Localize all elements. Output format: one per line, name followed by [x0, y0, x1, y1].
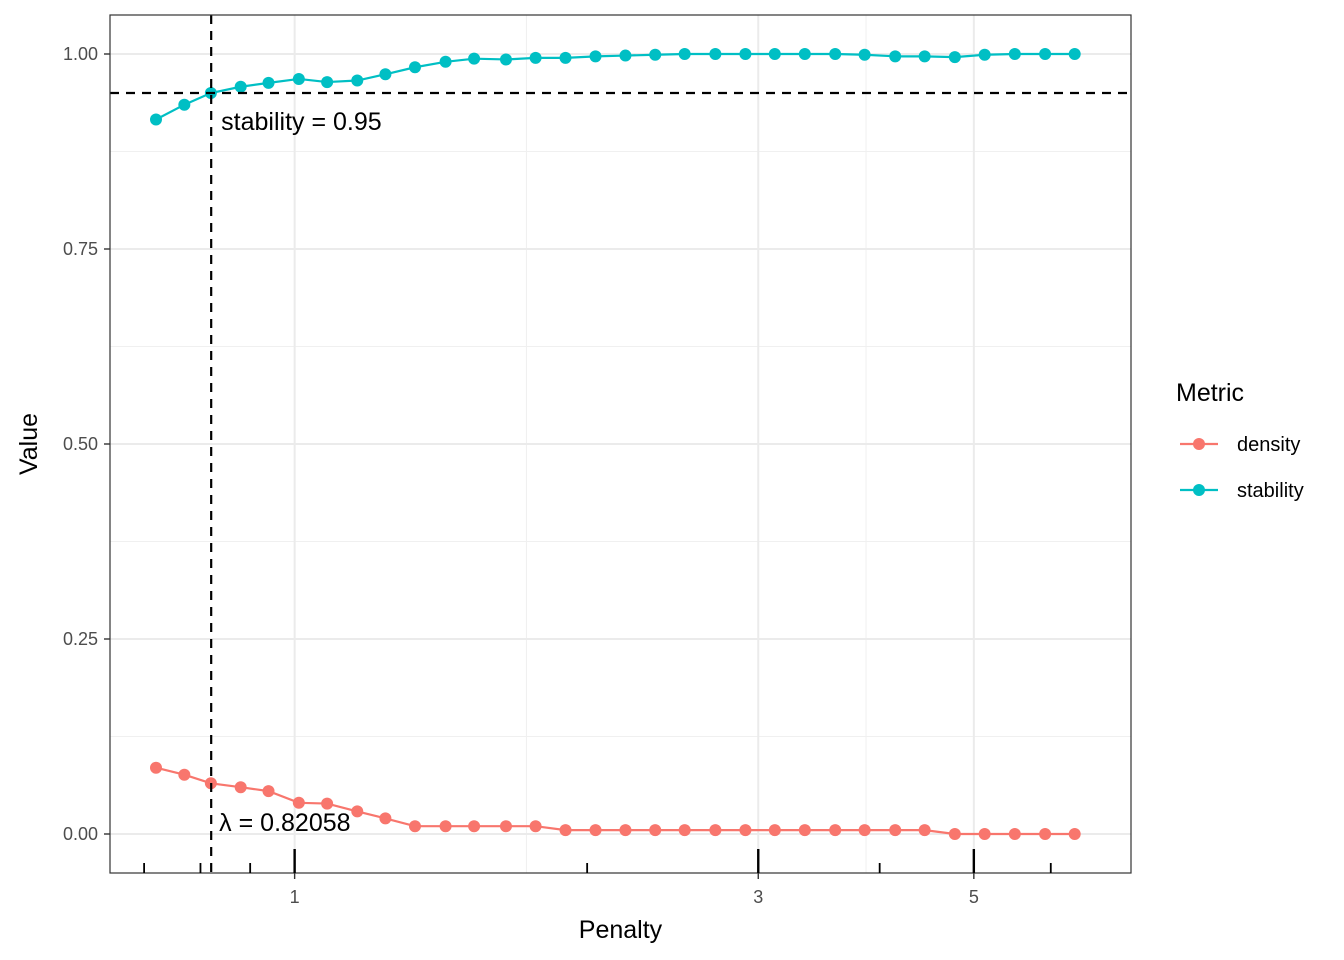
stability-point [1068, 48, 1081, 60]
stability-point [1039, 48, 1052, 60]
series-layer [150, 48, 1081, 840]
stability-point [948, 51, 961, 64]
stability-threshold-label: stability = 0.95 [221, 108, 382, 136]
x-tick-label: 1 [290, 887, 300, 907]
stability-point [978, 48, 991, 61]
density-point [858, 824, 871, 837]
density-point [234, 781, 247, 794]
density-point [649, 824, 662, 837]
stability-point [798, 48, 811, 60]
legend-stability-point [1193, 484, 1205, 496]
lambda-label: λ = 0.82058 [219, 809, 350, 837]
stability-point [150, 113, 162, 126]
legend: Metric density stability [1176, 379, 1304, 502]
y-tick-label: 0.25 [63, 629, 98, 649]
x-axis-title: Penalty [579, 916, 663, 944]
stability-point [1008, 48, 1021, 60]
x-tick-label: 5 [969, 887, 979, 907]
reference-lines [110, 15, 1131, 873]
stability-point [589, 50, 602, 63]
y-axis-title: Value [15, 413, 43, 475]
major-gridlines [110, 15, 1131, 873]
y-tick-label: 0.00 [63, 824, 98, 844]
stability-point [768, 48, 781, 60]
density-point [150, 761, 162, 774]
legend-items: density stability [1180, 434, 1304, 502]
stability-point [619, 49, 632, 62]
density-point [619, 824, 632, 837]
stability-point [468, 52, 481, 65]
y-tick-label: 0.75 [63, 239, 98, 259]
stability-point [439, 55, 452, 68]
stability-point [321, 76, 334, 89]
stability-point [262, 76, 275, 89]
density-point [768, 824, 781, 837]
density-point [1039, 828, 1052, 840]
y-tick-label: 1.00 [63, 44, 98, 64]
legend-density-label: density [1237, 434, 1300, 456]
stability-point [709, 48, 722, 60]
stability-point [178, 98, 191, 111]
density-point [468, 820, 481, 833]
y-tick-label: 0.50 [63, 434, 98, 454]
density-point [709, 824, 722, 837]
stability-point [858, 48, 871, 61]
stability-point [889, 50, 902, 63]
stability-point [499, 53, 512, 66]
density-point [178, 768, 191, 781]
stability-point [829, 48, 842, 60]
density-point [559, 824, 572, 837]
density-point [439, 820, 452, 833]
density-point [1068, 828, 1081, 840]
density-point [1008, 828, 1021, 840]
density-point [499, 820, 512, 833]
legend-density-point [1193, 438, 1205, 450]
density-point [351, 805, 364, 818]
x-axis: 1 3 5 [290, 873, 979, 907]
x-rug-ticks [143, 849, 1052, 873]
density-point [829, 824, 842, 837]
density-point [321, 797, 334, 810]
stability-point [649, 48, 662, 61]
legend-stability-label: stability [1237, 480, 1304, 502]
legend-title: Metric [1176, 379, 1244, 407]
density-point [678, 824, 691, 837]
stability-point [739, 48, 752, 60]
density-point [889, 824, 902, 837]
density-point [978, 828, 991, 840]
density-point [589, 824, 602, 837]
density-point [798, 824, 811, 837]
stability-point [678, 48, 691, 60]
density-point [918, 824, 931, 837]
stability-point [234, 80, 247, 93]
density-point [408, 820, 421, 833]
density-point [262, 785, 275, 798]
stability-point [408, 61, 421, 74]
y-axis: 0.00 0.25 0.50 0.75 1.00 [63, 44, 110, 844]
density-point [739, 824, 752, 837]
x-tick-label: 3 [753, 887, 763, 907]
stability-point [351, 74, 364, 87]
stability-point [918, 50, 931, 63]
density-point [529, 820, 542, 833]
density-point [948, 828, 961, 840]
density-point [379, 812, 392, 825]
density-point [292, 796, 305, 809]
stability-point [529, 51, 542, 64]
stability-point [559, 51, 572, 64]
stability-point [379, 68, 392, 81]
stability-point [292, 72, 305, 85]
